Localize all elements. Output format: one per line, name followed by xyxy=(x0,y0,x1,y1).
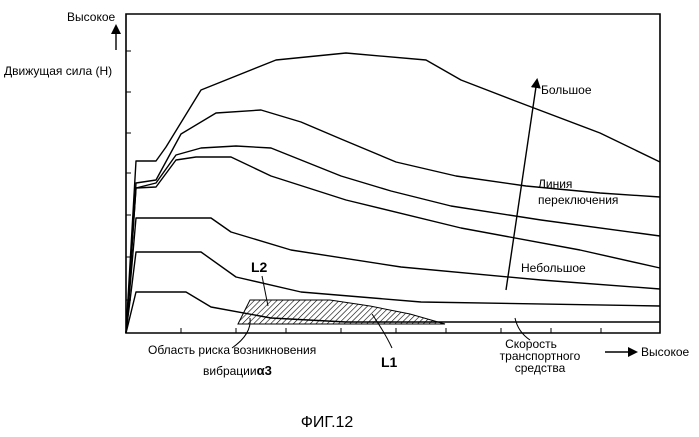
x-axis-label-line3: средства xyxy=(515,361,566,375)
shift-line-label-line2: переключения xyxy=(538,193,618,207)
plot-frame xyxy=(126,14,660,333)
figure-caption: ФИГ.12 xyxy=(301,414,354,431)
y-axis-high-label: Высокое xyxy=(67,10,115,24)
region-label-line2: вибрацииα3 xyxy=(203,363,272,378)
curve-label-l1: L1 xyxy=(381,354,398,370)
curve-label-l2: L2 xyxy=(251,259,268,275)
increase-low-label: Небольшое xyxy=(521,261,586,275)
region-label-line1: Область риска возникновения xyxy=(148,343,316,357)
region-label-symbol: α3 xyxy=(257,363,272,378)
increase-high-label: Большое xyxy=(541,83,592,97)
increase-arrow xyxy=(506,80,537,290)
y-axis-label: Движущая сила (Н) xyxy=(4,64,112,78)
shift-line-label-line1: Линия xyxy=(538,177,572,191)
region-label-word: вибрации xyxy=(203,364,257,378)
vibration-risk-region xyxy=(238,300,445,324)
x-axis-high-label: Высокое xyxy=(641,345,689,359)
series-line-4 xyxy=(126,157,660,333)
